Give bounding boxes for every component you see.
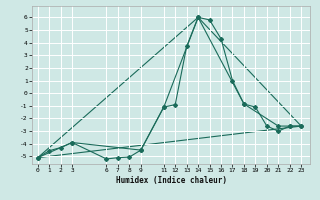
X-axis label: Humidex (Indice chaleur): Humidex (Indice chaleur) (116, 176, 227, 185)
